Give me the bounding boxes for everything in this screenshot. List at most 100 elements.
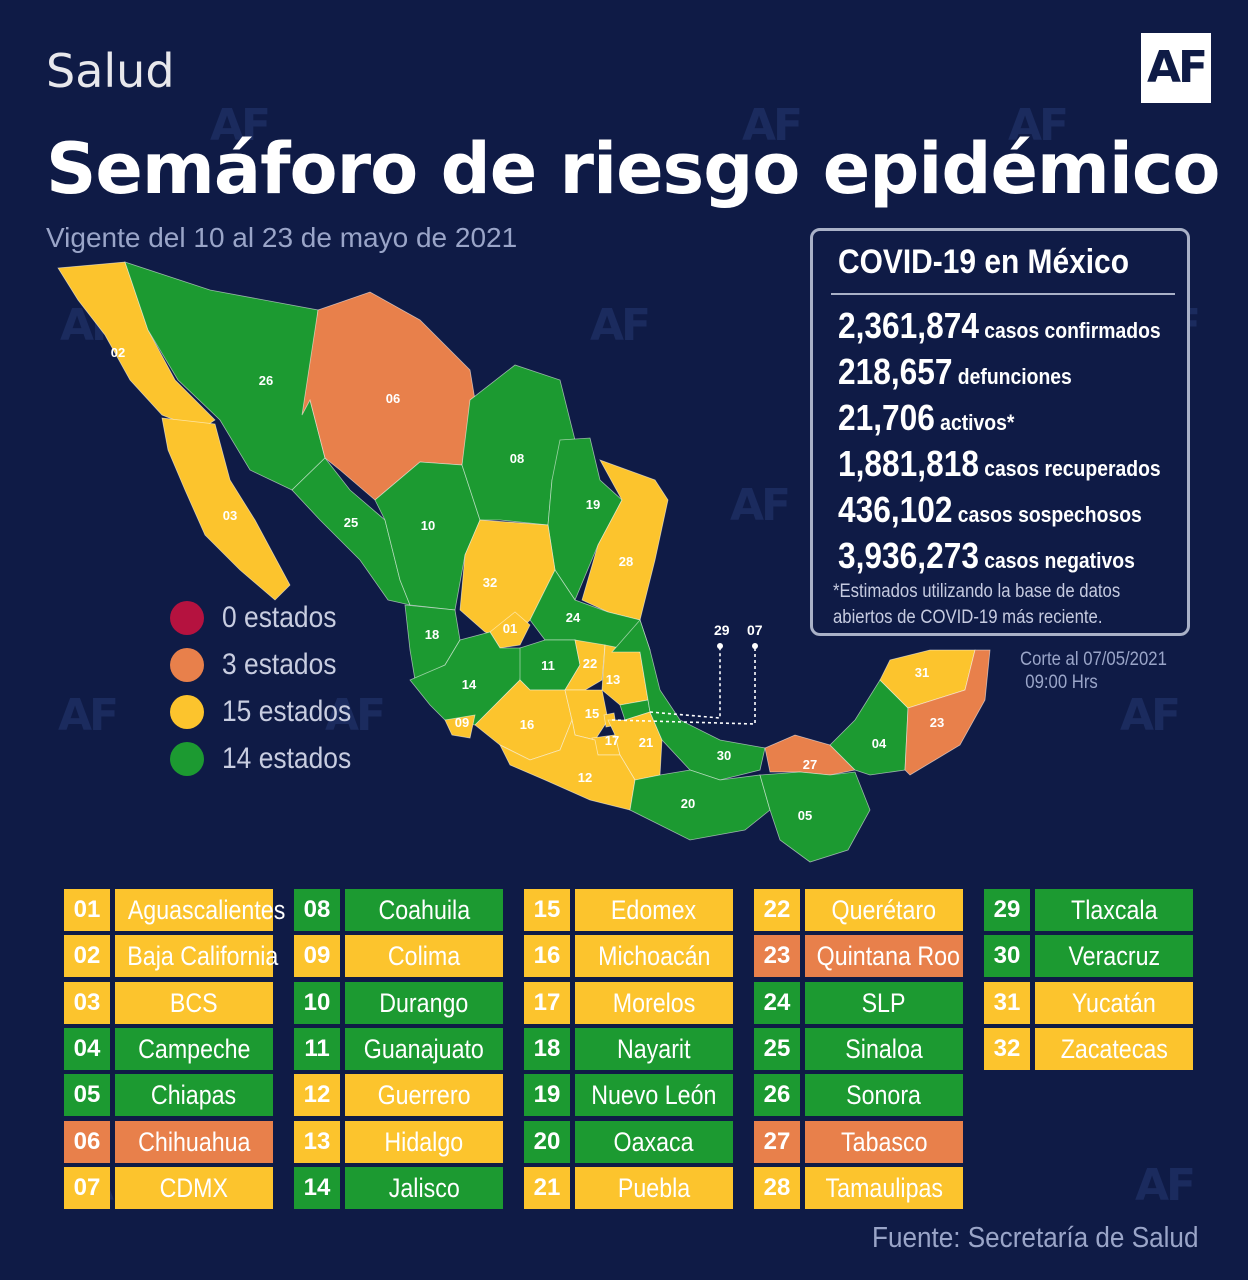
state-name-cell: Tabasco	[805, 1120, 963, 1163]
legend-label: 3 estados	[222, 648, 337, 681]
map-label-10: 10	[421, 518, 435, 533]
state-27-shape	[764, 734, 856, 776]
map-label-32: 32	[483, 575, 497, 590]
watermark-af: AF	[590, 300, 651, 351]
stats-number: 1,881,818	[838, 443, 979, 484]
stats-row: 218,657 defunciones	[838, 351, 1072, 393]
state-number-cell: 10	[294, 981, 340, 1024]
map-states	[57, 261, 991, 863]
state-number-cell: 01	[64, 889, 110, 931]
stats-row: 1,881,818 casos recuperados	[838, 443, 1161, 485]
state-name-cell: SLP	[805, 981, 963, 1024]
map-label-21: 21	[639, 735, 653, 750]
map-label-13: 13	[606, 672, 620, 687]
mexico-map: 29 07 10 11 12 13 14 15 16 17 18 19 20 21 22 23 24 25 26…	[57, 261, 991, 863]
state-number-cell: 15	[524, 889, 570, 931]
map-label-11: 11	[541, 658, 555, 673]
state-name-cell: Tlaxcala	[1035, 889, 1193, 931]
stats-number: 218,657	[838, 351, 953, 392]
state-name-cell: Nayarit	[575, 1027, 733, 1070]
map-label-08: 08	[510, 451, 524, 466]
map-label-03: 03	[223, 508, 237, 523]
map-label-19: 19	[586, 497, 600, 512]
state-number-cell: 07	[64, 1166, 110, 1209]
state-number-cell: 11	[294, 1027, 340, 1070]
state-name-cell: Jalisco	[345, 1166, 503, 1209]
state-number-cell: 32	[984, 1027, 1030, 1070]
state-name-cell: Morelos	[575, 981, 733, 1024]
legend-item: 15 estados	[170, 692, 369, 732]
map-state-labels: 10 11 12 13 14 15 16 17 18 19 20 21 22 23 24 25 26 27 28 30…	[111, 345, 944, 823]
state-name-cell: Chihuahua	[115, 1120, 273, 1163]
legend-label: 14 estados	[222, 742, 352, 775]
state-number-cell: 31	[984, 981, 1030, 1024]
state-name-cell: Campeche	[115, 1027, 273, 1070]
state-name-cell: Tamaulipas	[805, 1166, 963, 1209]
stats-number: 436,102	[838, 489, 953, 530]
legend-item: 3 estados	[170, 645, 352, 685]
page-title: Semáforo de riesgo epidémico	[46, 128, 1220, 210]
callout-lines	[611, 648, 756, 725]
state-number-cell: 21	[524, 1166, 570, 1209]
state-name-cell: Aguascalientes	[115, 889, 285, 931]
state-20-shape	[629, 769, 771, 841]
legend-swatch	[170, 601, 204, 635]
legend-label: 15 estados	[222, 695, 352, 728]
page-subtitle: Vigente del 10 al 23 de mayo de 2021	[46, 222, 518, 253]
state-name-cell: Querétaro	[805, 889, 963, 931]
state-number-cell: 05	[64, 1074, 110, 1117]
watermark-af: AF	[730, 480, 791, 531]
map-label-27: 27	[803, 757, 817, 772]
stats-row: 21,706 activos*	[838, 397, 1014, 439]
state-name-cell: Chiapas	[115, 1074, 273, 1117]
state-03-shape	[161, 417, 291, 601]
watermark-af: AF	[1008, 100, 1069, 151]
stats-number: 3,936,273	[838, 535, 979, 576]
callout-label-07: 07	[747, 622, 763, 638]
state-number-cell: 12	[294, 1074, 340, 1117]
state-name-cell: Sonora	[805, 1074, 963, 1117]
state-number-cell: 26	[754, 1074, 800, 1117]
state-name-cell: Guerrero	[345, 1074, 503, 1117]
map-label-23: 23	[930, 715, 944, 730]
watermark-af: AF	[1120, 690, 1181, 741]
callout-dot-29	[717, 643, 723, 649]
map-label-15: 15	[585, 706, 599, 721]
state-number-cell: 17	[524, 981, 570, 1024]
legend-item: 0 estados	[170, 598, 352, 638]
map-label-12: 12	[578, 770, 592, 785]
state-23-shape	[904, 649, 991, 776]
state-name-cell: Veracruz	[1035, 935, 1193, 978]
section-label: Salud	[46, 44, 175, 98]
state-name-cell: Hidalgo	[345, 1120, 503, 1163]
map-label-20: 20	[681, 796, 695, 811]
state-12-shape	[499, 718, 636, 811]
af-logo: AF	[1141, 33, 1211, 103]
stats-label: casos negativos	[984, 548, 1135, 573]
state-name-cell: Durango	[345, 981, 503, 1024]
state-number-cell: 03	[64, 981, 110, 1024]
map-label-09: 09	[455, 715, 469, 730]
map-label-14: 14	[462, 677, 477, 692]
map-label-30: 30	[717, 748, 731, 763]
stats-row: 3,936,273 casos negativos	[838, 535, 1135, 577]
state-name-cell: BCS	[115, 981, 273, 1024]
state-number-cell: 04	[64, 1027, 110, 1070]
stats-label: casos confirmados	[984, 318, 1161, 343]
stats-number: 2,361,874	[838, 305, 979, 346]
stats-note: *Estimados utilizando la base de datos a…	[833, 579, 1120, 631]
cutoff-date: Corte al 07/05/2021	[1020, 649, 1167, 670]
state-name-cell: Zacatecas	[1035, 1027, 1193, 1070]
cutoff-info: Corte al 07/05/2021 09:00 Hrs	[1020, 648, 1167, 694]
state-number-cell: 02	[64, 935, 110, 978]
watermark-af: AF	[58, 690, 119, 741]
state-number-cell: 22	[754, 889, 800, 931]
map-label-25: 25	[344, 515, 358, 530]
stats-row: 2,361,874 casos confirmados	[838, 305, 1161, 347]
stats-label: casos sospechosos	[957, 502, 1142, 527]
covid-stats-box: COVID-19 en México 2,361,874 casos confir…	[810, 228, 1190, 636]
state-name-cell: Coahuila	[345, 889, 503, 931]
state-05-shape	[759, 771, 871, 863]
state-number-cell: 08	[294, 889, 340, 931]
map-label-18: 18	[425, 627, 439, 642]
